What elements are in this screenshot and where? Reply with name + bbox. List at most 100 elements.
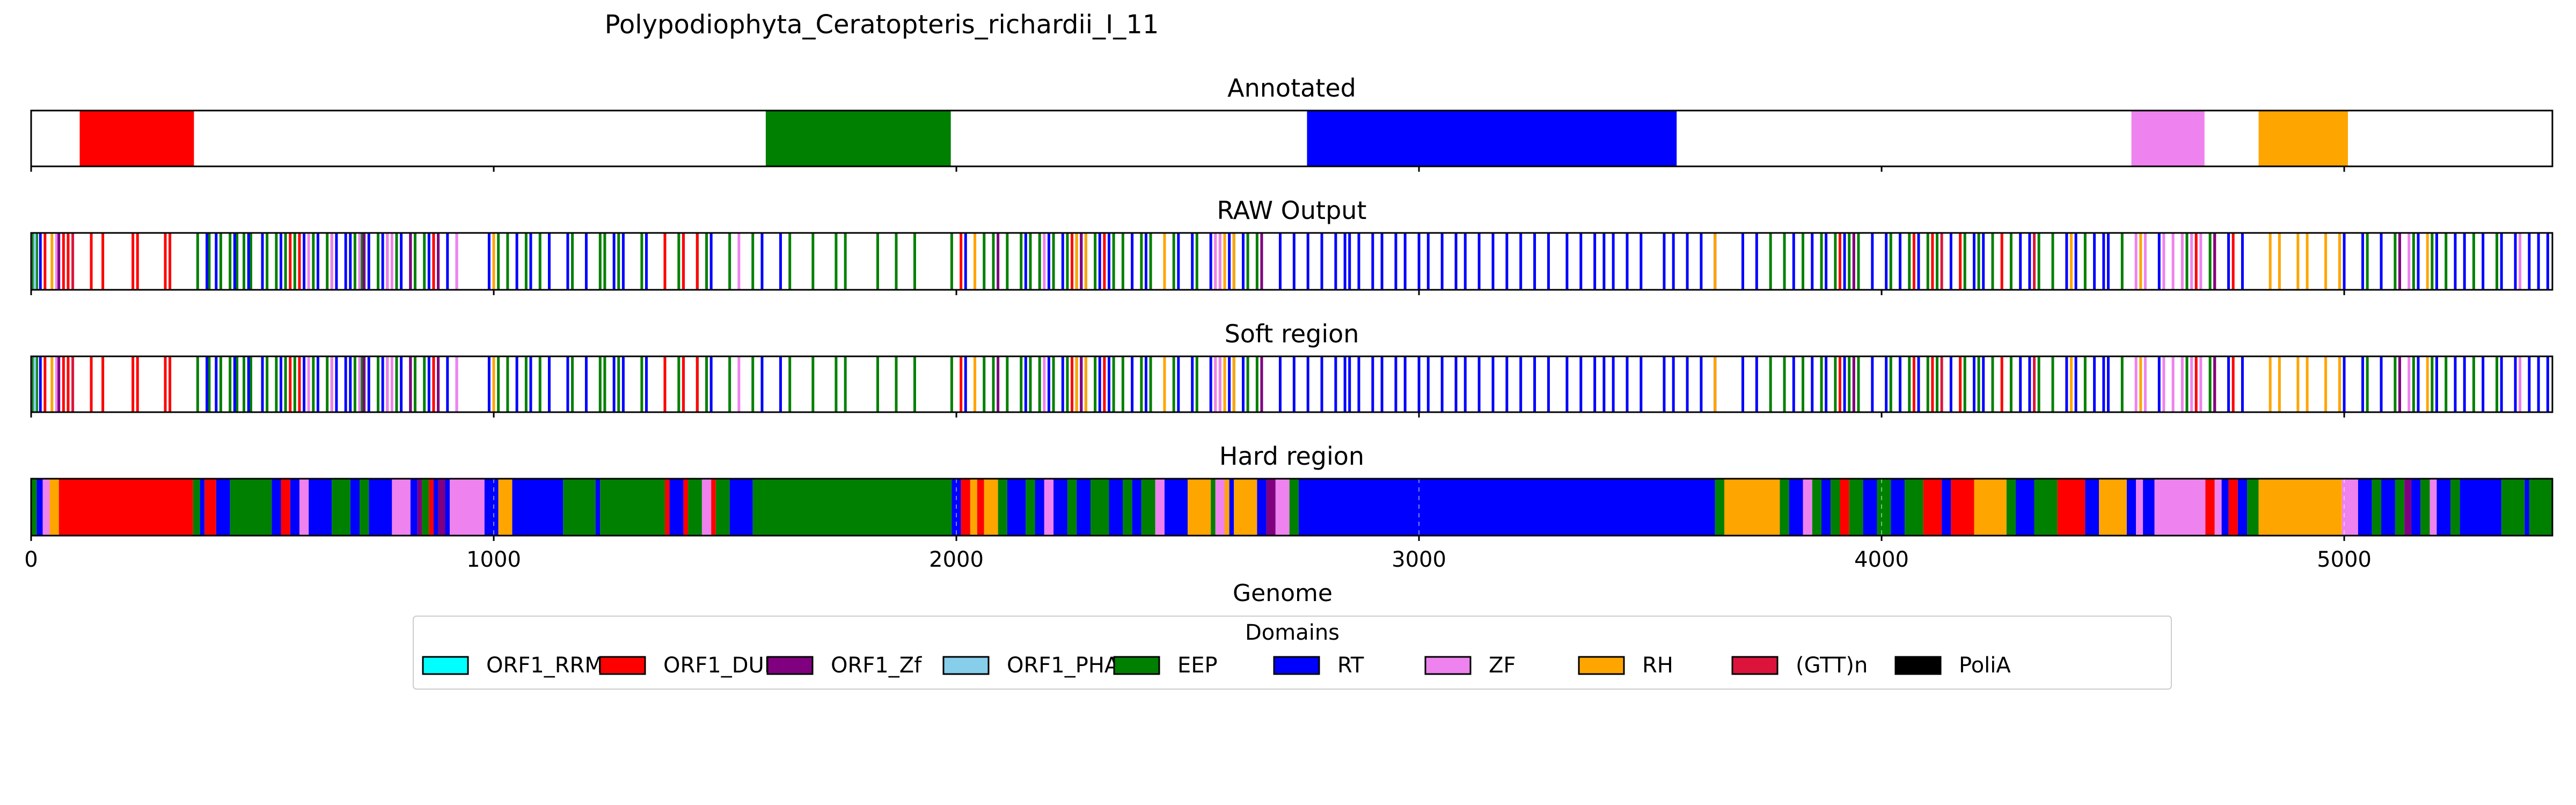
domain-segment-rt [1035, 479, 1044, 536]
domain-segment-rh [1724, 479, 1780, 536]
x-axis-label: Genome [1233, 580, 1333, 607]
figure-title: Polypodiophyta_Ceratopteris_richardii_I_… [605, 10, 1159, 40]
domain-segment-orf1-duf [1951, 479, 1974, 536]
domain-segment-rt [350, 479, 360, 536]
legend-swatch [599, 656, 646, 675]
domain-segment-eep [765, 111, 951, 166]
domain-segment-rt [484, 479, 499, 536]
x-tick-label: 1000 [466, 547, 521, 572]
domain-segment-eep [230, 479, 272, 536]
x-tick-label: 0 [24, 547, 38, 572]
legend-label: ORF1_RRM [486, 653, 603, 678]
legend-swatch [1894, 656, 1942, 675]
track-frame [30, 355, 2553, 413]
track-title: Hard region [1219, 442, 1364, 471]
domain-segment-rt [1821, 479, 1831, 536]
domain-segment-rh [1234, 479, 1257, 536]
domain-segment-orf1-duf [429, 479, 434, 536]
legend-item-polia: PoliA [1894, 653, 2011, 678]
domain-segment-rt [1007, 479, 1026, 536]
domain-segment-orf1-duf [2205, 479, 2215, 536]
domain-segment-rh [498, 479, 513, 536]
x-tick-label: 3000 [1392, 547, 1446, 572]
domain-segment-eep [1141, 479, 1155, 536]
domain-segment-zf [450, 479, 485, 536]
track-soft-region: Soft region [30, 319, 2553, 418]
domain-segment-rt [2085, 479, 2099, 536]
domain-segment-rt [2143, 479, 2155, 536]
track-frame [30, 232, 2553, 291]
domain-segment-zf [2214, 479, 2222, 536]
legend-label: ORF1_DUF [663, 653, 777, 678]
domain-segment-eep [998, 479, 1007, 536]
legend-item-orf1-zf: ORF1_Zf [766, 653, 922, 678]
domain-segment-orf1-duf [2057, 479, 2085, 536]
domain-segment-rt [1257, 479, 1267, 536]
domain-segment-eep [2501, 479, 2525, 536]
x-axis: 0 1000 2000 3000 4000 5000 [24, 547, 2372, 572]
domain-segment-eep [1026, 479, 1035, 536]
legend-item-eep: EEP [1113, 653, 1218, 678]
domain-segment-orf1-zf [1266, 479, 1276, 536]
domain-segment-rh [984, 479, 998, 536]
legend-item-rt: RT [1273, 653, 1364, 678]
domain-segment-zf [1155, 479, 1165, 536]
domain-segment-rt [1942, 479, 1951, 536]
domain-segment-zf [1803, 479, 1812, 536]
domain-segment-eep [1123, 479, 1132, 536]
domain-segment-zf [1275, 479, 1290, 536]
domain-segment-orf1-duf [2228, 479, 2238, 536]
domain-segment-zf [392, 479, 411, 536]
domain-segment-rh [970, 479, 977, 536]
domain-segment-eep [422, 479, 429, 536]
domain-segment-orf1-duf [1923, 479, 1942, 536]
track-title: Annotated [1227, 74, 1356, 103]
domain-segment-rt [2016, 479, 2035, 536]
domain-segment-zf [299, 479, 309, 536]
legend-label: ZF [1489, 653, 1516, 678]
legend-label: EEP [1177, 653, 1218, 678]
domain-segment-zf [701, 479, 712, 536]
domain-segment-zf [1215, 479, 1225, 536]
domain-segment-orf1-zf [2404, 479, 2412, 536]
domain-segment-rt [36, 479, 43, 536]
domain-segment-rt [2126, 479, 2136, 536]
domain-segment-rt [2460, 479, 2502, 536]
domain-segment-rh [1225, 479, 1230, 536]
domain-segment-zf [2154, 479, 2206, 536]
domain-segment-rt [669, 479, 684, 536]
domain-segment-rt [1109, 479, 1123, 536]
x-tick-label: 5000 [2317, 547, 2372, 572]
domain-segment-rt [309, 479, 332, 536]
domain-segment-zf [2136, 479, 2143, 536]
domain-segment-orf1-duf [281, 479, 290, 536]
legend: Domains ORF1_RRM ORF1_DUF ORF1_Zf ORF1_PHA E… [413, 616, 2172, 690]
legend-label: ORF1_Zf [831, 653, 922, 678]
domain-segment-rt [272, 479, 281, 536]
domain-segment-eep [2372, 479, 2382, 536]
domain-segment-orf1-duf [961, 479, 970, 536]
x-tick-label: 4000 [1854, 547, 1909, 572]
domain-segment-rt [1077, 479, 1091, 536]
domain-segment-zf [42, 479, 50, 536]
domain-segment-eep [1780, 479, 1789, 536]
domain-segment-eep [2034, 479, 2058, 536]
domain-segment-orf1-duf [683, 479, 689, 536]
domain-segment-rt [512, 479, 564, 536]
domain-segment-orf1-duf [58, 479, 193, 536]
domain-segment-eep [2420, 479, 2430, 536]
domain-segment-orf1-duf [204, 479, 216, 536]
domain-segment-rt [433, 479, 438, 536]
track-frame [30, 109, 2553, 167]
domain-segment-rt [410, 479, 418, 536]
domain-segment-eep [332, 479, 350, 536]
domain-segment-rt [445, 479, 450, 536]
legend-label: RH [1642, 653, 1673, 678]
track-background [31, 356, 2552, 412]
domain-segment-eep [1289, 479, 1299, 536]
domain-segment-eep [1067, 479, 1077, 536]
domain-segment-rh [2099, 479, 2127, 536]
legend-item-orf1-pha: ORF1_PHA [942, 653, 1119, 678]
domain-segment-orf1-duf [977, 479, 984, 536]
